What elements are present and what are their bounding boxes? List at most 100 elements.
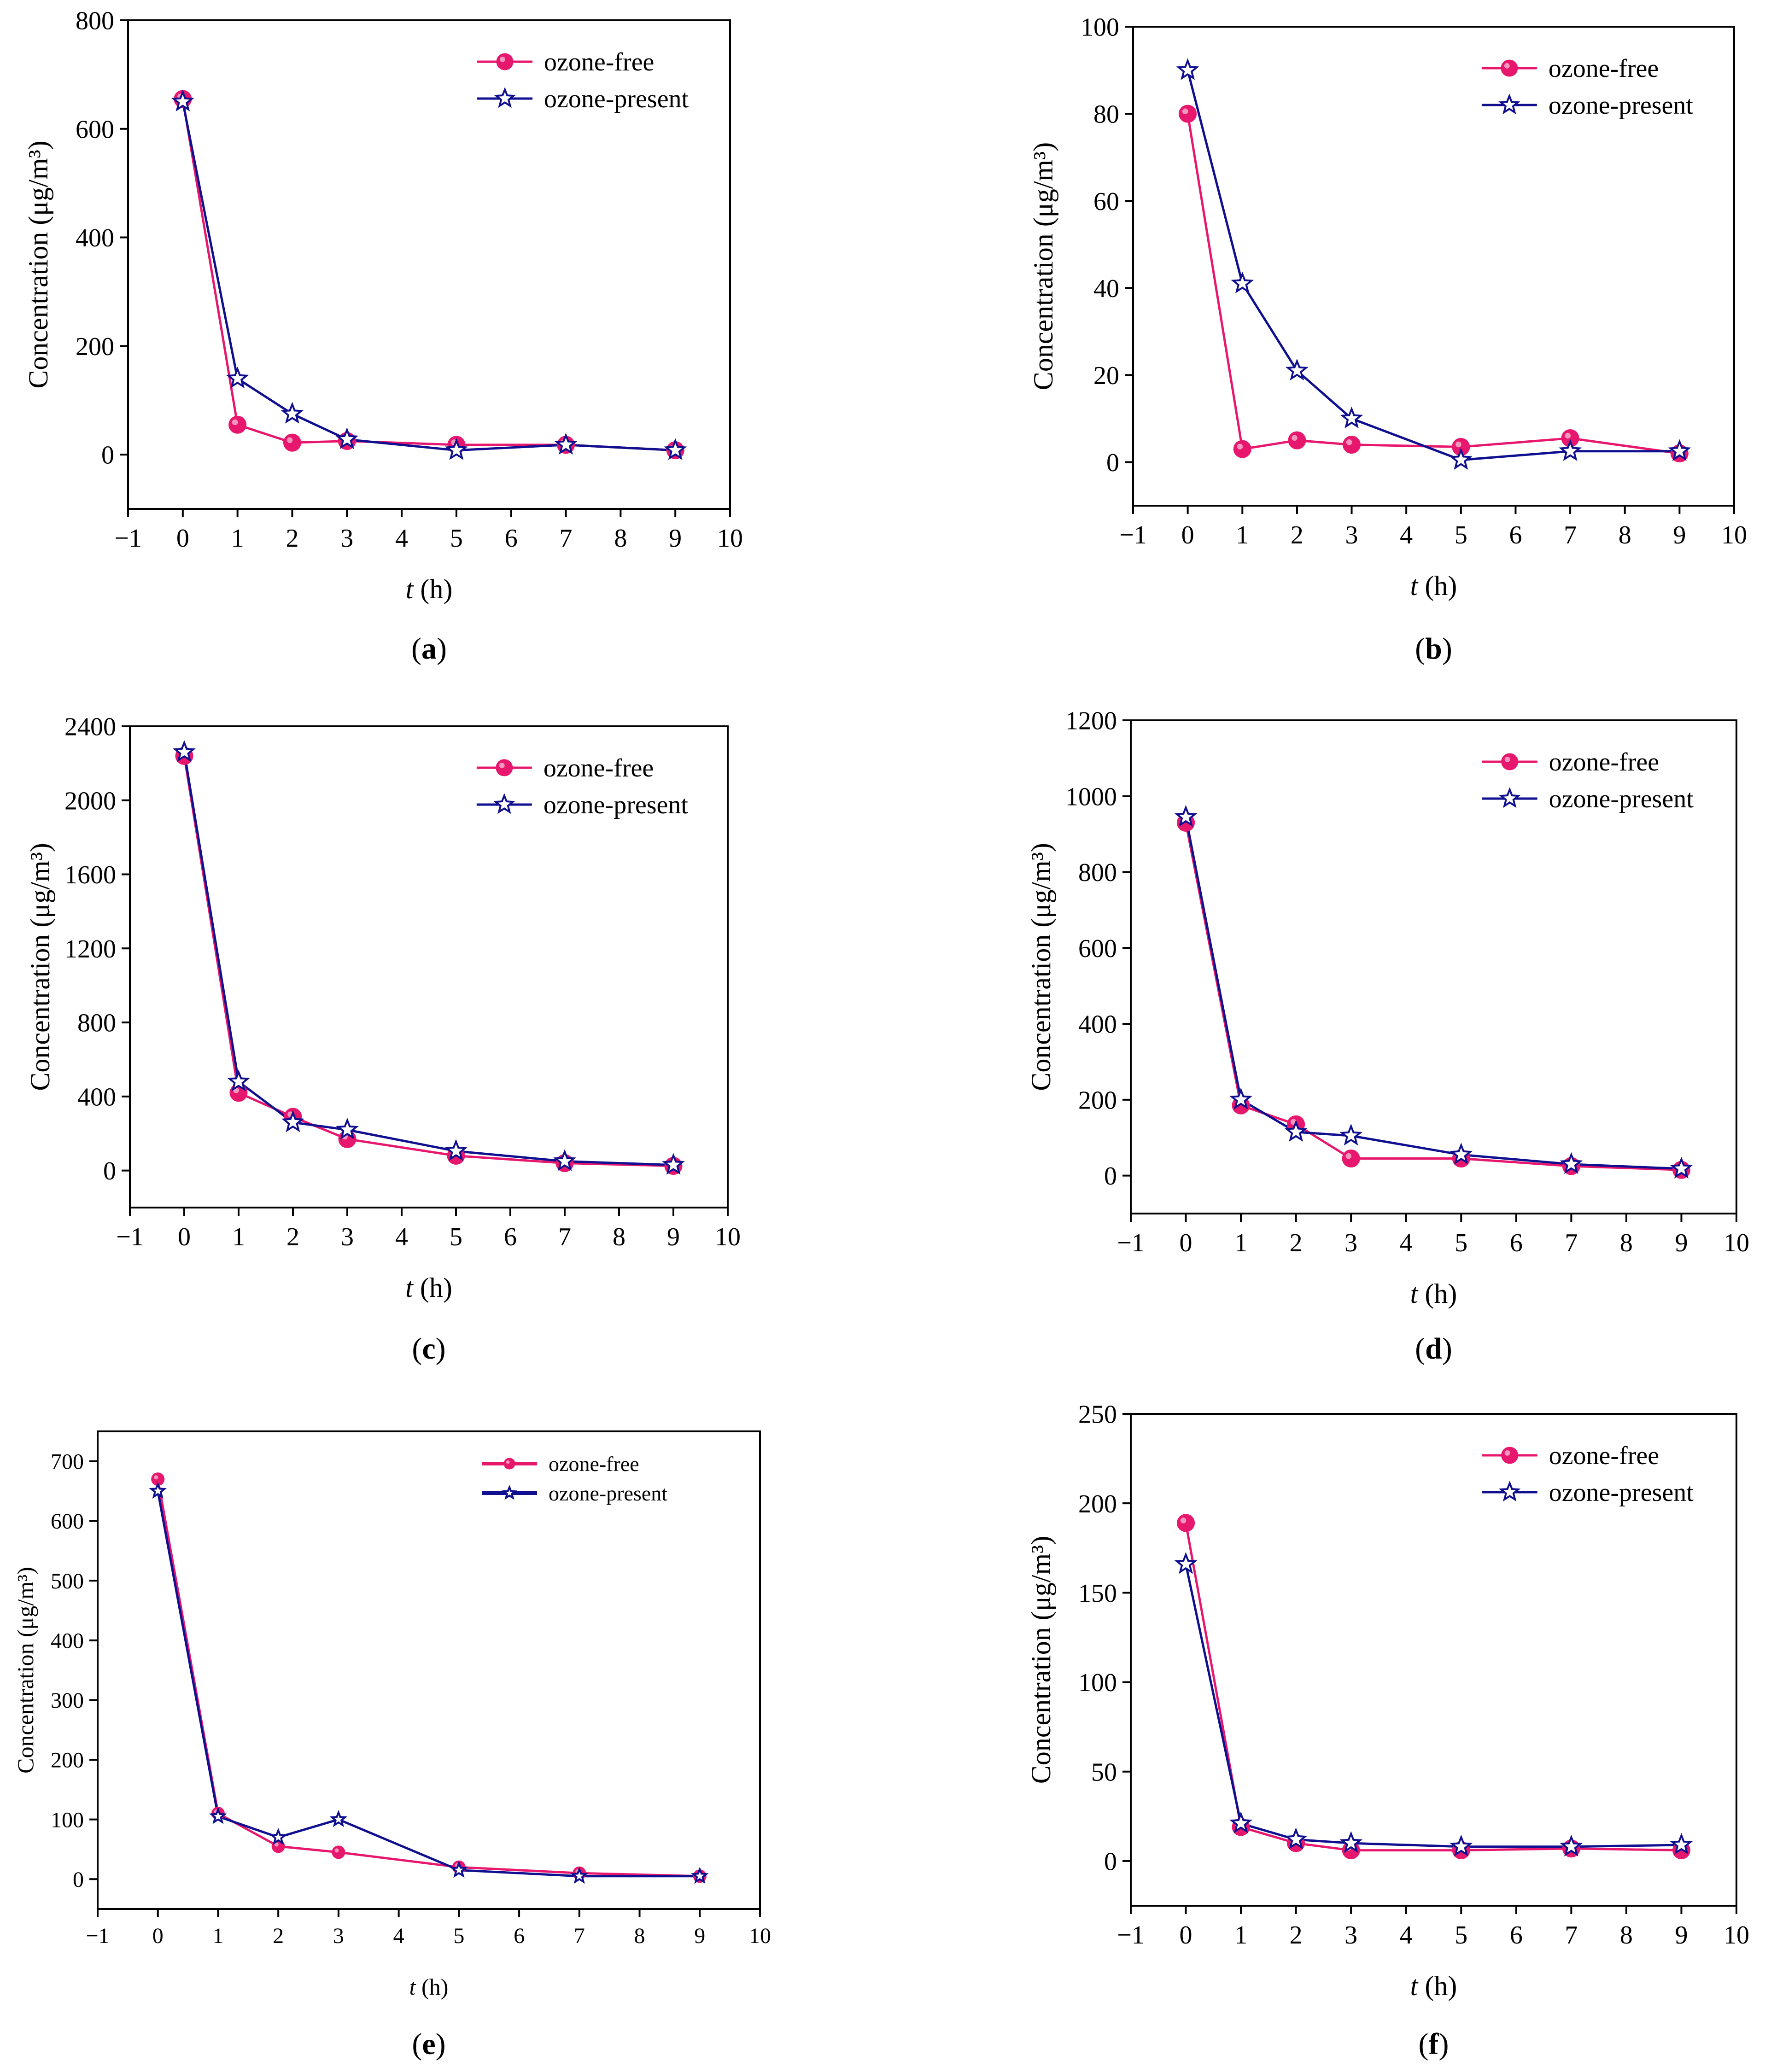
data-point-ozone-free: [1233, 440, 1251, 458]
x-axis-title: t (h): [1410, 1971, 1457, 2001]
data-point-ozone-free-highlight: [1237, 444, 1243, 449]
data-point-ozone-present: [1176, 58, 1199, 80]
x-tick-label: 9: [1673, 521, 1686, 549]
data-point-ozone-present: [1339, 1831, 1363, 1853]
legend-label-ozone-present: ozone-present: [544, 85, 689, 113]
x-axis-title-unit: (h): [416, 1974, 449, 2000]
x-tick-label: 9: [1675, 1921, 1688, 1949]
data-point-ozone-present: [171, 89, 194, 112]
x-tick-label: 7: [1565, 1229, 1578, 1257]
series-line-ozone-present: [157, 1491, 700, 1878]
legend-marker-ozone-present: [1498, 787, 1521, 808]
data-point-ozone-present: [662, 1153, 685, 1175]
data-point-ozone-present: [444, 1139, 468, 1161]
data-point-ozone-present: [1231, 271, 1254, 294]
chart-panel-c: −1 0 1 2 3 4 5 6 7 8 9 10 0 400 800 1200 1600 2000 2400 t (…: [25, 713, 741, 1366]
y-tick-label: 200: [51, 1748, 84, 1773]
data-point-ozone-present: [336, 1118, 359, 1140]
data-point-ozone-present: [1560, 1834, 1583, 1857]
y-tick-label: 50: [1091, 1758, 1117, 1786]
x-tick-label: 3: [341, 1223, 354, 1251]
y-tick-label: 0: [1104, 1848, 1117, 1876]
plot-frame: [1130, 1413, 1737, 1907]
series-line-ozone-present: [181, 101, 676, 452]
data-point-ozone-free-highlight: [1346, 439, 1352, 445]
data-point-ozone-present: [570, 1867, 589, 1884]
caption-letter: f: [1429, 2027, 1439, 2061]
x-tick-label: 7: [1565, 1921, 1578, 1949]
y-tick-label: 1000: [1065, 782, 1117, 811]
series-markers-ozone-present: [1176, 58, 1691, 470]
data-point-ozone-present: [1229, 1811, 1253, 1833]
caption-letter: c: [422, 1332, 435, 1366]
y-tick-label: 400: [76, 224, 114, 252]
caption-open: (: [1415, 632, 1425, 665]
series-markers-ozone-free: [151, 1472, 707, 1883]
x-tick-label: 9: [669, 524, 682, 553]
x-tick-label: 1: [212, 1924, 223, 1948]
legend-label-ozone-present: ozone-present: [544, 791, 689, 819]
data-point-ozone-present: [1340, 406, 1363, 429]
y-tick-label: 800: [76, 7, 114, 35]
series-markers-ozone-present: [1174, 1552, 1693, 1857]
data-point-ozone-present: [281, 402, 304, 424]
legend-marker-ozone-free-highlight: [499, 762, 505, 768]
x-tick-label: 1: [232, 1223, 245, 1251]
data-point-ozone-present: [450, 1861, 468, 1878]
x-axis-title-var: t: [406, 574, 414, 604]
x-tick-label: 8: [1620, 1921, 1633, 1949]
x-tick-label: 10: [1721, 521, 1747, 549]
data-point-ozone-free-highlight: [154, 1475, 158, 1480]
data-point-ozone-present: [1284, 1120, 1308, 1142]
x-tick-label: 4: [1400, 1229, 1413, 1257]
x-tick-label: 8: [613, 1223, 625, 1251]
data-point-ozone-free: [1179, 105, 1197, 123]
x-tick-label: 5: [450, 524, 463, 553]
legend-marker-ozone-free: [496, 53, 514, 70]
x-tick-label: 10: [749, 1924, 771, 1948]
data-point-ozone-present: [1174, 805, 1198, 827]
series-line-ozone-free: [181, 99, 676, 452]
y-tick-label: 600: [1078, 934, 1117, 963]
x-axis-title-unit: (h): [1418, 1971, 1457, 2001]
series-markers-ozone-free: [1177, 813, 1690, 1179]
y-axis-title: Concentration (μg/m³): [1026, 843, 1056, 1091]
x-tick-label: 5: [1455, 1229, 1467, 1257]
y-tick-label: 800: [1078, 858, 1117, 887]
x-tick-label: 0: [152, 1924, 164, 1948]
y-tick-label: 1200: [64, 935, 116, 963]
x-axis-title-unit: (h): [413, 574, 452, 604]
x-tick-label: 2: [1290, 1921, 1303, 1949]
data-point-ozone-present: [1670, 1833, 1693, 1855]
series-markers-ozone-free: [174, 90, 684, 460]
series-markers-ozone-free: [1179, 105, 1689, 463]
caption-close: ): [1442, 632, 1452, 665]
data-point-ozone-free-highlight: [1565, 432, 1571, 439]
data-point-ozone-free-highlight: [1182, 108, 1188, 114]
data-point-ozone-free: [332, 1845, 345, 1859]
y-tick-label: 0: [1106, 449, 1119, 477]
series-markers-ozone-present: [1174, 805, 1693, 1179]
series-markers-ozone-present: [173, 740, 685, 1175]
y-tick-label: 2000: [64, 787, 116, 815]
x-tick-label: 2: [273, 1924, 284, 1948]
caption-open: (: [1419, 2027, 1429, 2061]
x-tick-label: 5: [1455, 1921, 1467, 1949]
data-point-ozone-free-highlight: [1292, 435, 1298, 441]
x-tick-label: 0: [1180, 1229, 1192, 1257]
x-tick-label: 3: [1345, 521, 1358, 549]
series-line-ozone-present: [1185, 817, 1682, 1170]
x-tick-label: 2: [286, 1223, 299, 1251]
x-tick-label: 4: [393, 1924, 404, 1948]
legend-marker-ozone-free: [1501, 753, 1519, 770]
panel-caption: (e): [412, 2027, 445, 2061]
legend-label-ozone-free: ozone-free: [1549, 748, 1659, 776]
x-tick-label: 3: [1344, 1921, 1357, 1949]
plot-frame: [97, 1430, 761, 1910]
x-axis-title: t (h): [409, 1974, 449, 2000]
y-tick-label: 200: [76, 333, 114, 361]
x-tick-label: 8: [1620, 1229, 1633, 1257]
x-tick-label: 1: [1234, 1229, 1247, 1257]
